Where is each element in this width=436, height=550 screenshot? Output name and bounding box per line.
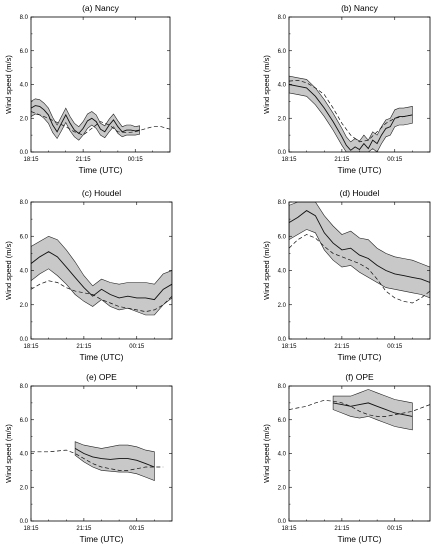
- y-tick-label: 0.0: [278, 337, 287, 343]
- x-tick-label: 18:15: [281, 344, 297, 350]
- x-tick-label: 00:15: [387, 526, 403, 532]
- chart-panel-4: 0.0 2.0 4.0 6.0 8.0 18:15 21:15 00:15 (d) Houdel…: [262, 188, 431, 362]
- chart-panel-1: 0.0 2.0 4.0 6.0 8.0 18:15 21:15 00:15 (a) Nancy T…: [4, 3, 171, 175]
- y-axis-label: Wind speed (m/s): [262, 424, 271, 483]
- chart-title: (d) Houdel: [340, 188, 380, 198]
- plot-area: [31, 441, 164, 481]
- y-axis-label: Wind speed (m/s): [4, 241, 13, 300]
- solid-series-line: [289, 210, 430, 283]
- plot-area: [289, 389, 430, 431]
- y-tick-label: 8.0: [278, 15, 287, 21]
- x-tick-label: 00:15: [128, 157, 144, 163]
- y-tick-label: 0.0: [20, 519, 29, 525]
- dashed-series-line: [31, 111, 170, 136]
- y-tick-label: 4.0: [278, 83, 287, 89]
- x-tick-label: 18:15: [23, 526, 39, 532]
- x-tick-label: 21:15: [76, 526, 92, 532]
- x-axis-label: Time (UTC): [79, 534, 123, 544]
- x-axis-label: Time (UTC): [337, 534, 381, 544]
- dashed-series-line: [289, 79, 413, 143]
- y-tick-label: 4.0: [278, 452, 287, 458]
- plot-area: [31, 98, 170, 141]
- solid-series-line: [289, 84, 413, 151]
- x-tick-label: 21:15: [76, 157, 92, 163]
- y-tick-label: 4.0: [278, 269, 287, 275]
- x-tick-label: 18:15: [281, 157, 297, 163]
- solid-series-line: [31, 251, 172, 301]
- plot-area: [31, 235, 172, 316]
- y-tick-label: 6.0: [20, 234, 29, 240]
- y-tick-label: 6.0: [278, 418, 287, 424]
- chart-title: (e) OPE: [86, 372, 117, 382]
- x-tick-label: 00:15: [387, 157, 403, 163]
- y-tick-label: 4.0: [20, 269, 29, 275]
- chart-title: (c) Houdel: [82, 188, 121, 198]
- x-tick-label: 21:15: [334, 344, 350, 350]
- x-axis-label: Time (UTC): [337, 352, 381, 362]
- y-tick-label: 0.0: [20, 150, 29, 156]
- chart-panel-2: 0.0 2.0 4.0 6.0 8.0 18:15 21:15 00:15 (b) Nancy T…: [262, 3, 431, 175]
- y-tick-label: 2.0: [278, 303, 287, 309]
- y-tick-label: 8.0: [20, 200, 29, 206]
- y-tick-label: 6.0: [278, 234, 287, 240]
- y-tick-label: 8.0: [20, 15, 29, 21]
- uncertainty-band: [74, 441, 155, 481]
- y-tick-label: 8.0: [20, 384, 29, 390]
- y-tick-label: 6.0: [20, 49, 29, 55]
- x-tick-label: 18:15: [281, 526, 297, 532]
- y-axis-label: Wind speed (m/s): [262, 241, 271, 300]
- x-tick-label: 18:15: [23, 157, 39, 163]
- x-tick-label: 00:15: [129, 526, 145, 532]
- dashed-series-line: [31, 449, 164, 471]
- y-tick-label: 0.0: [20, 337, 29, 343]
- y-tick-label: 6.0: [278, 49, 287, 55]
- y-tick-label: 2.0: [20, 485, 29, 491]
- y-tick-label: 2.0: [278, 485, 287, 491]
- x-tick-label: 18:15: [23, 344, 39, 350]
- x-axis-label: Time (UTC): [78, 165, 122, 175]
- plot-area: [289, 75, 413, 152]
- dashed-series-line: [31, 280, 172, 312]
- y-tick-label: 8.0: [278, 200, 287, 206]
- uncertainty-band: [332, 389, 413, 431]
- chart-title: (a) Nancy: [82, 3, 120, 13]
- y-tick-label: 0.0: [278, 519, 287, 525]
- x-tick-label: 21:15: [334, 157, 350, 163]
- x-tick-label: 21:15: [76, 344, 92, 350]
- y-tick-label: 4.0: [20, 452, 29, 458]
- chart-title: (f) OPE: [345, 372, 374, 382]
- uncertainty-band: [31, 98, 140, 141]
- x-axis-label: Time (UTC): [337, 165, 381, 175]
- solid-series-line: [333, 402, 413, 417]
- chart-title: (b) Nancy: [341, 3, 379, 13]
- y-tick-label: 4.0: [20, 83, 29, 89]
- uncertainty-band: [289, 202, 430, 299]
- chart-panel-5: 0.0 2.0 4.0 6.0 8.0 18:15 21:15 00:15 (e) OPE Tim…: [4, 372, 173, 544]
- uncertainty-band: [289, 75, 413, 152]
- x-tick-label: 21:15: [334, 526, 350, 532]
- y-tick-label: 6.0: [20, 418, 29, 424]
- dashed-series-line: [289, 399, 430, 417]
- dashed-series-line: [289, 234, 430, 304]
- y-axis-label: Wind speed (m/s): [262, 55, 271, 114]
- y-tick-label: 2.0: [20, 303, 29, 309]
- y-axis-label: Wind speed (m/s): [4, 424, 13, 483]
- y-tick-label: 2.0: [20, 116, 29, 122]
- x-tick-label: 00:15: [129, 344, 145, 350]
- solid-series-line: [74, 448, 155, 468]
- x-tick-label: 00:15: [387, 344, 403, 350]
- y-tick-label: 0.0: [278, 150, 287, 156]
- y-tick-label: 2.0: [278, 116, 287, 122]
- chart-panel-3: 0.0 2.0 4.0 6.0 8.0 18:15 21:15 00:15 (c) Houdel…: [4, 188, 173, 362]
- y-tick-label: 8.0: [278, 384, 287, 390]
- uncertainty-band: [31, 235, 172, 316]
- x-axis-label: Time (UTC): [79, 352, 123, 362]
- plot-area: [289, 202, 430, 304]
- solid-series-line: [31, 105, 140, 135]
- chart-panel-6: 0.0 2.0 4.0 6.0 8.0 18:15 21:15 00:15 (f) OPE Tim…: [262, 372, 431, 544]
- y-axis-label: Wind speed (m/s): [4, 55, 13, 114]
